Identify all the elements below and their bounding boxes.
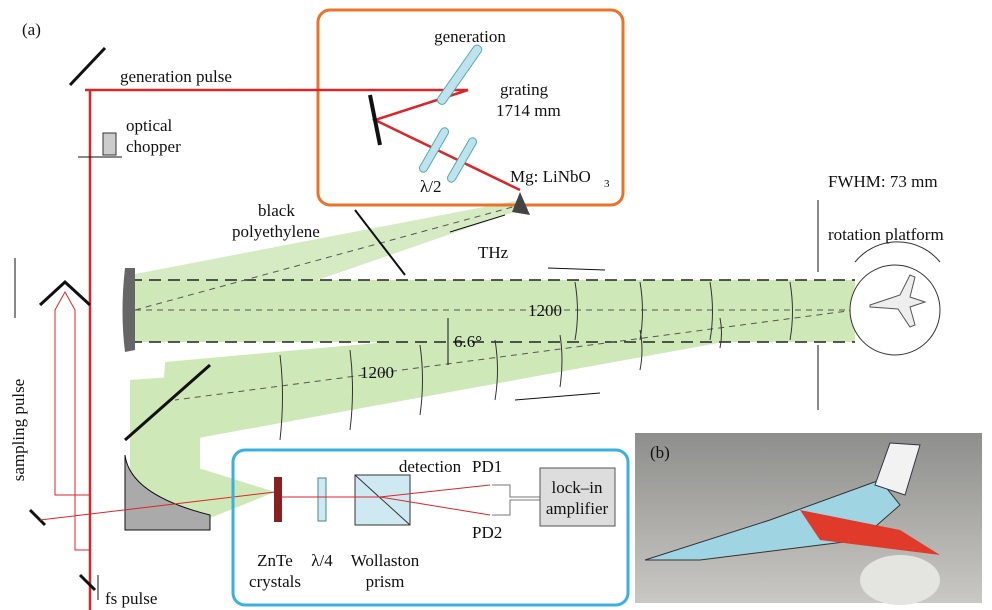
rotation-platform — [850, 265, 940, 355]
label: black — [258, 201, 295, 220]
wire — [492, 500, 540, 515]
label: prism — [366, 572, 405, 591]
label: 1714 mm — [496, 101, 561, 120]
grating — [436, 43, 484, 106]
body: {"panel_a": {"label": "(a)", "generation… — [0, 0, 992, 610]
mirror — [30, 510, 45, 525]
label: grating — [500, 80, 549, 99]
panel-label: (a) — [22, 20, 41, 39]
label: 6.6° — [454, 332, 482, 351]
label: λ/2 — [420, 177, 441, 196]
subscript: 3 — [604, 178, 610, 190]
label: THz — [478, 243, 509, 262]
label: PD1 — [472, 457, 502, 476]
label: rotation platform — [828, 225, 944, 244]
label: λ/4 — [311, 551, 333, 570]
label: chopper — [126, 137, 181, 156]
waveplate — [418, 126, 450, 173]
arrow — [515, 393, 600, 400]
page: body { margin: 0; background: #fff; font… — [0, 0, 992, 610]
label: amplifier — [546, 499, 609, 518]
parabolic-mirror — [123, 268, 136, 352]
rotation-arrow — [855, 242, 940, 262]
diagram: (a) generation pulse generation grating … — [0, 0, 992, 610]
quarter-waveplate — [318, 478, 326, 521]
box-title: detection — [399, 457, 462, 476]
box-title: generation — [434, 27, 506, 46]
stand — [860, 555, 940, 605]
mirror — [80, 575, 95, 590]
label: 1200 — [360, 363, 394, 382]
waveplate — [446, 136, 478, 183]
label: crystals — [249, 572, 301, 591]
chopper — [103, 133, 116, 155]
label: optical — [126, 116, 173, 135]
label: fs pulse — [105, 589, 157, 608]
label: Mg: LiNbO — [510, 167, 591, 186]
mirror — [70, 48, 105, 85]
znte — [274, 477, 282, 522]
wire — [492, 485, 540, 497]
panel-label: (b) — [650, 443, 670, 462]
label: polyethylene — [232, 222, 320, 241]
retroreflector — [40, 282, 90, 305]
label: generation pulse — [120, 67, 232, 86]
label: PD2 — [472, 523, 502, 542]
label: sampling pulse — [9, 379, 28, 481]
label: lock–in — [552, 478, 603, 497]
label: FWHM: 73 mm — [828, 172, 938, 191]
arrow — [548, 268, 605, 270]
label: 1200 — [528, 301, 562, 320]
label: Wollaston — [351, 551, 420, 570]
delay-beam — [55, 292, 90, 550]
label: ZnTe — [257, 551, 293, 570]
